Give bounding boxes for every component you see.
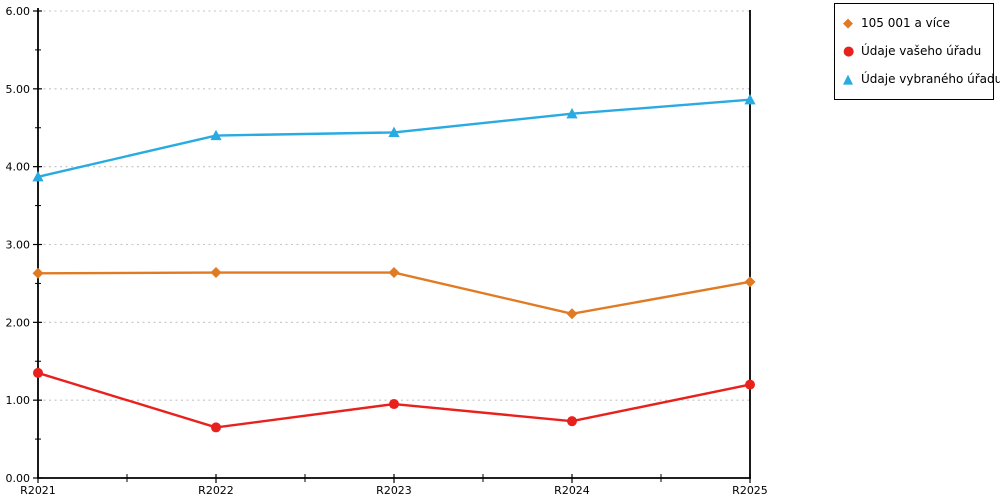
legend-marker-circle-icon: ● [843, 43, 855, 59]
svg-text:6.00: 6.00 [6, 5, 31, 18]
legend-label: Údaje vašeho úřadu [861, 44, 982, 58]
chart-legend: ◆ 105 001 a více ● Údaje vašeho úřadu ▲ … [834, 3, 1000, 100]
svg-text:4.00: 4.00 [6, 161, 31, 174]
legend-marker-diamond-icon: ◆ [843, 15, 853, 31]
legend-label: 105 001 a více [861, 16, 951, 30]
legend-item: ▲ Údaje vybraného úřadu [843, 65, 1000, 93]
svg-text:2.00: 2.00 [6, 316, 31, 329]
svg-text:5.00: 5.00 [6, 83, 31, 96]
legend-label: Údaje vybraného úřadu [861, 72, 1000, 86]
svg-text:R2023: R2023 [376, 484, 412, 497]
svg-text:0.00: 0.00 [6, 472, 31, 485]
legend-item: ● Údaje vašeho úřadu [843, 37, 989, 65]
svg-text:R2022: R2022 [198, 484, 234, 497]
svg-text:1.00: 1.00 [6, 394, 31, 407]
svg-text:R2021: R2021 [20, 484, 56, 497]
legend-item: ◆ 105 001 a více [843, 9, 989, 37]
svg-text:R2024: R2024 [554, 484, 590, 497]
svg-text:R2025: R2025 [732, 484, 768, 497]
svg-text:3.00: 3.00 [6, 239, 31, 252]
legend-marker-triangle-icon: ▲ [843, 71, 853, 87]
